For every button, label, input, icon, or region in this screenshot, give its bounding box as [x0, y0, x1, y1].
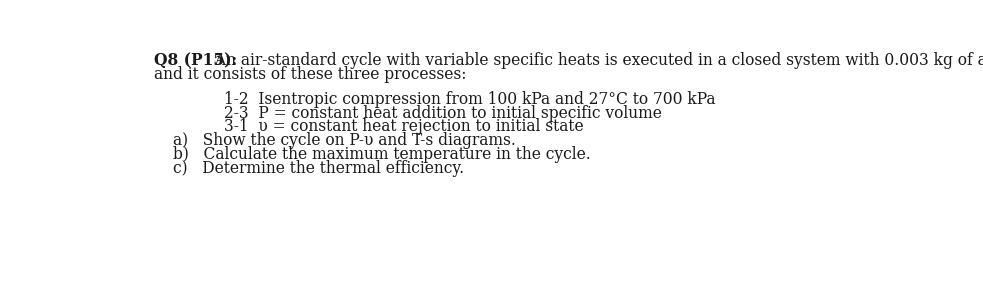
- Text: c)   Determine the thermal efficiency.: c) Determine the thermal efficiency.: [173, 160, 464, 177]
- Text: 2-3  P = constant heat addition to initial specific volume: 2-3 P = constant heat addition to initia…: [223, 105, 662, 122]
- Text: b)   Calculate the maximum temperature in the cycle.: b) Calculate the maximum temperature in …: [173, 146, 591, 163]
- Text: An air-standard cycle with variable specific heats is executed in a closed syste: An air-standard cycle with variable spec…: [209, 52, 983, 69]
- Text: Q8 (P15):: Q8 (P15):: [154, 52, 237, 69]
- Text: a)   Show the cycle on P-υ and T-s diagrams.: a) Show the cycle on P-υ and T-s diagram…: [173, 132, 516, 149]
- Text: and it consists of these three processes:: and it consists of these three processes…: [154, 66, 466, 83]
- Text: 1-2  Isentropic compression from 100 kPa and 27°C to 700 kPa: 1-2 Isentropic compression from 100 kPa …: [223, 91, 715, 108]
- Text: 3-1  υ = constant heat rejection to initial state: 3-1 υ = constant heat rejection to initi…: [223, 118, 583, 136]
